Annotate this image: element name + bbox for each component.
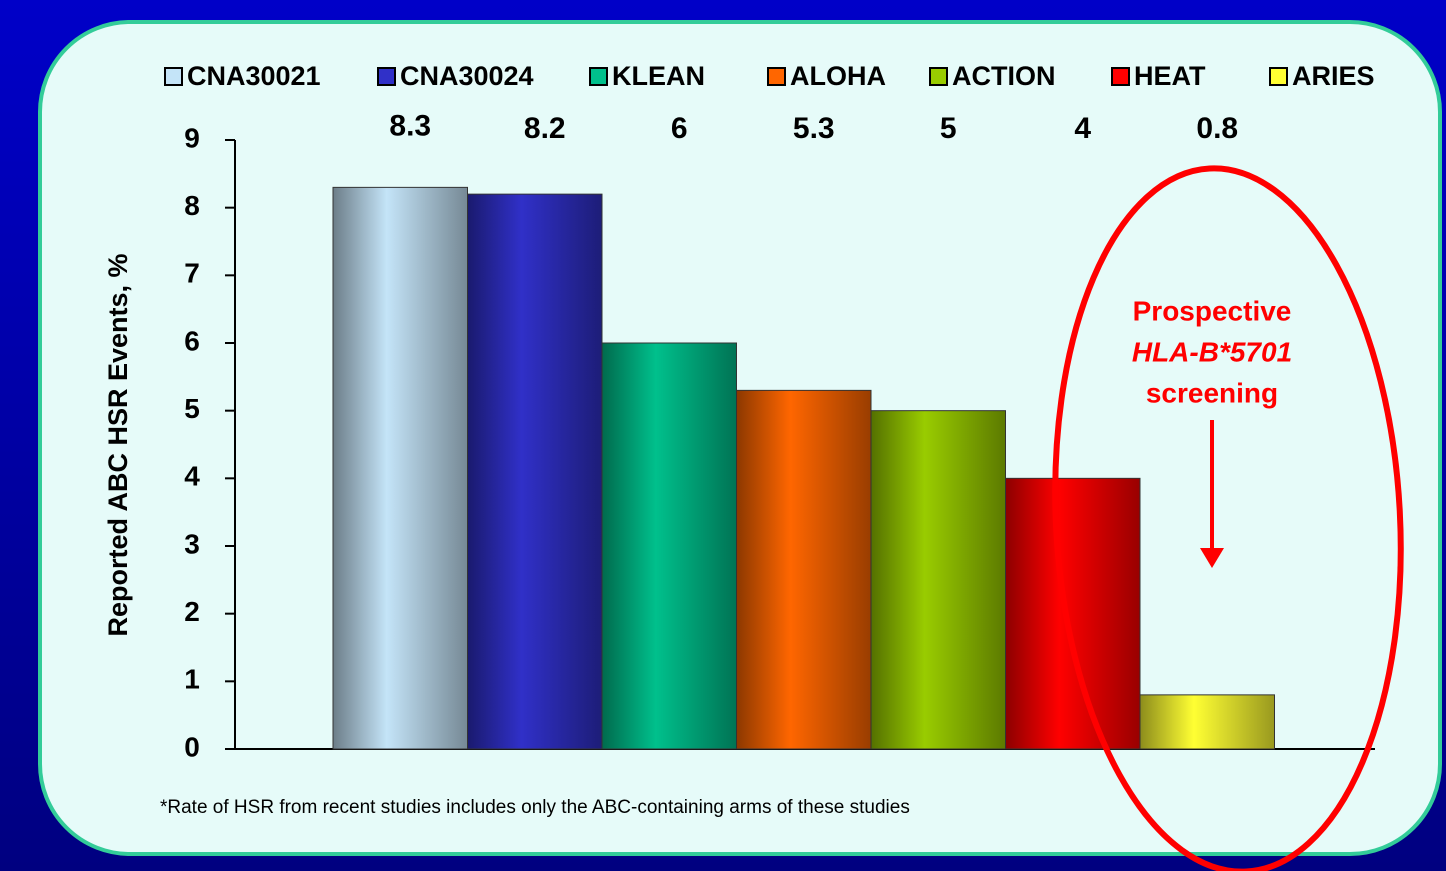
legend-label: CNA30021 xyxy=(187,61,321,91)
legend-label: HEAT xyxy=(1134,61,1206,91)
legend-label: ACTION xyxy=(952,61,1056,91)
annotation-text: Prospective xyxy=(1133,295,1292,326)
highlight-ellipse xyxy=(1052,165,1404,871)
legend-label: CNA30024 xyxy=(400,61,534,91)
legend-swatch xyxy=(164,67,183,86)
bar xyxy=(1139,694,1275,750)
legend-swatch xyxy=(1269,67,1288,86)
legend-swatch xyxy=(377,67,396,86)
y-tick-label: 2 xyxy=(184,596,200,627)
y-tick-label: 3 xyxy=(184,528,200,559)
y-tick-label: 0 xyxy=(184,731,200,762)
data-label: 8.3 xyxy=(389,109,431,142)
annotation-text: screening xyxy=(1146,377,1278,408)
y-tick-label: 6 xyxy=(184,325,200,356)
y-tick-label: 5 xyxy=(184,393,200,424)
legend-swatch xyxy=(589,67,608,86)
legend-swatch xyxy=(1111,67,1130,86)
data-label: 5 xyxy=(940,112,957,145)
bar xyxy=(332,186,468,750)
y-tick-label: 4 xyxy=(184,461,200,492)
footnote: *Rate of HSR from recent studies include… xyxy=(160,797,910,818)
legend-label: ARIES xyxy=(1292,61,1375,91)
data-label: 6 xyxy=(671,112,688,145)
bar xyxy=(467,193,603,750)
arrow-head xyxy=(1200,548,1224,568)
legend-label: KLEAN xyxy=(612,61,705,91)
y-tick-label: 8 xyxy=(184,190,200,221)
y-tick-label: 9 xyxy=(184,122,200,153)
data-label: 0.8 xyxy=(1196,112,1238,145)
bar xyxy=(1005,477,1141,750)
data-label: 8.2 xyxy=(524,112,566,145)
legend-label: ALOHA xyxy=(790,61,886,91)
bar xyxy=(736,389,872,750)
data-label: 4 xyxy=(1074,112,1091,145)
bar xyxy=(870,410,1006,750)
y-tick-label: 7 xyxy=(184,258,200,289)
y-tick-label: 1 xyxy=(184,664,200,695)
legend-swatch xyxy=(767,67,786,86)
y-axis-label: Reported ABC HSR Events, % xyxy=(103,253,133,636)
legend-swatch xyxy=(929,67,948,86)
annotation: Prospective HLA-B*5701 screening xyxy=(1132,295,1292,568)
bar xyxy=(601,342,737,750)
annotation-text: HLA-B*5701 xyxy=(1132,336,1292,367)
data-label: 5.3 xyxy=(793,112,835,145)
